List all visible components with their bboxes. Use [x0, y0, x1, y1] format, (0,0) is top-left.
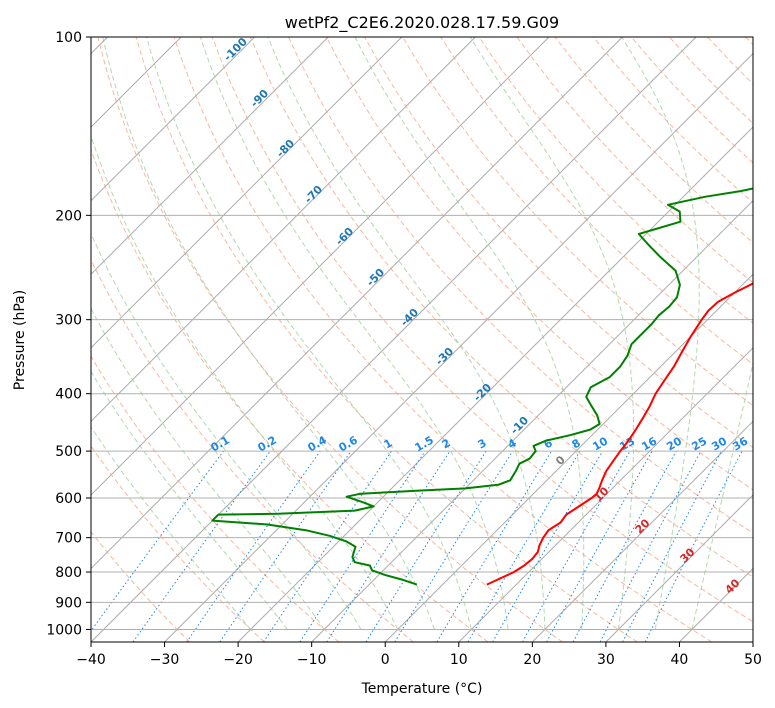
y-tick-label: 1000: [46, 622, 82, 638]
axes: −40 −30 −20 −10 0 10 20 30 40 50 100 200 300 400 500 60…: [46, 30, 762, 668]
dry-adiabat-line: [402, 37, 753, 407]
mixing-ratio-line: [394, 450, 514, 642]
mixing-ratio-line: [186, 450, 321, 642]
dry-adiabat-line: [326, 37, 753, 491]
moist-adiabat-line: [91, 134, 399, 630]
moist-adiabat-line: [199, 37, 509, 630]
mixing-ratio-line: [91, 450, 224, 632]
x-tick-label: −30: [150, 652, 180, 668]
isotherm-line: [91, 37, 256, 202]
y-tick-label: 100: [55, 30, 82, 46]
mixing-ratio-line: [644, 450, 743, 642]
mixing-ratio-line: [546, 450, 653, 642]
dewpoint-profile-line: [211, 187, 753, 586]
dry-adiabat-line: [135, 37, 638, 642]
y-tick-label: 500: [55, 444, 82, 460]
mixing-ratio-line: [572, 450, 677, 642]
moist-adiabat-line: [146, 37, 472, 630]
isotherm-line: [458, 347, 753, 642]
y-tick-label: 900: [55, 595, 82, 611]
dry-adiabat-line: [249, 37, 753, 578]
moist-adiabat-line: [102, 37, 436, 630]
dry-adiabat-line: [91, 531, 191, 642]
y-tick-label: 700: [55, 531, 82, 547]
dry-adiabat-line: [91, 355, 340, 642]
chart-title: wetPf2_C2E6.2020.028.17.59.G09: [285, 13, 559, 33]
mixing-ratio-line: [263, 450, 392, 642]
dry-adiabat-line: [91, 445, 265, 642]
y-axis-label: Pressure (hPa): [12, 290, 28, 390]
temperature-profile-line: [486, 282, 753, 586]
y-tick-label: 800: [55, 565, 82, 581]
isotherm-line: [91, 37, 623, 570]
isotherm-line: [91, 37, 476, 423]
isotherm-line: [605, 494, 753, 642]
moist-adiabat-line: [691, 360, 753, 630]
mixing-ratio-line: [132, 450, 271, 642]
y-tick-label: 400: [55, 387, 82, 403]
moist-adiabat-line: [91, 307, 325, 630]
x-tick-label: 20: [523, 652, 541, 668]
isotherm-line: [531, 420, 753, 642]
isotherm-line: [91, 37, 329, 275]
dry-adiabat-line: [97, 37, 563, 642]
y-tick-label: 200: [55, 208, 82, 224]
x-tick-label: −20: [223, 652, 253, 668]
moist-adiabat-line: [354, 37, 585, 630]
mixing-ratio-line: [326, 450, 451, 642]
plot-frame: [90, 36, 754, 643]
dry-adiabat-line: [211, 37, 753, 623]
x-tick-label: 40: [671, 652, 689, 668]
y-tick-label: 600: [55, 491, 82, 507]
x-tick-label: 50: [744, 652, 762, 668]
x-tick-label: −40: [76, 652, 106, 668]
x-tick-label: 30: [597, 652, 615, 668]
dry-adiabat-line: [91, 258, 414, 642]
plot-area: -100-90-80-70-60-50-40-30-20-10010203040…: [91, 37, 753, 642]
isotherm-line: [237, 126, 753, 642]
x-tick-label: 0: [381, 652, 390, 668]
moist-adiabat-line: [267, 37, 546, 630]
moist-adiabat-line: [91, 232, 362, 630]
dry-adiabat-line: [91, 148, 489, 642]
dry-adiabat-line: [478, 37, 753, 324]
dry-adiabat-line: [173, 37, 713, 642]
isotherm-line: [384, 273, 753, 642]
x-tick-label: −10: [297, 652, 327, 668]
moist-adiabat-line: [621, 37, 700, 630]
mixing-ratio-line: [522, 450, 631, 642]
moist-adiabat-line: [469, 37, 635, 630]
isotherm-line: [164, 52, 753, 642]
mixing-ratio-line: [299, 450, 426, 642]
mixing-ratio-line: [219, 450, 352, 642]
isotherm-line: [91, 37, 697, 642]
x-tick-label: 10: [450, 652, 468, 668]
dry-adiabat-line: [516, 37, 753, 284]
y-tick-label: 300: [55, 313, 82, 329]
isotherm-line: [91, 37, 550, 496]
isotherm-line: [91, 37, 403, 349]
x-axis-label: Temperature (°C): [361, 681, 483, 697]
